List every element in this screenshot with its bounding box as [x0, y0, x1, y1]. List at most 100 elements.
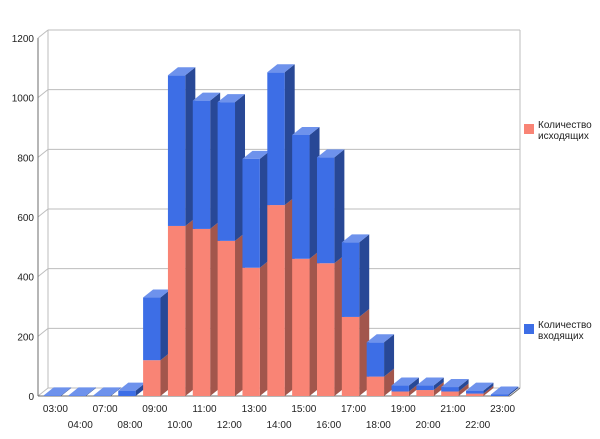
- legend-item-incoming: Количество входящих: [524, 320, 600, 344]
- bar-outgoing: [316, 263, 335, 396]
- x-tick-label: 16:00: [316, 420, 341, 431]
- y-tick-label: 800: [17, 153, 34, 164]
- bar-top: [316, 149, 345, 158]
- bar-top: [192, 92, 221, 101]
- gridline-depth: [37, 387, 49, 397]
- bar-incoming: [43, 395, 62, 396]
- legend-label-outgoing-line1: Количество: [538, 120, 592, 131]
- bar-incoming: [490, 394, 509, 396]
- gridline-depth: [37, 148, 49, 158]
- x-tick-label: 18:00: [366, 420, 391, 431]
- y-tick-label: 400: [17, 273, 34, 284]
- bar-incoming: [441, 387, 459, 392]
- gridline-depth: [37, 327, 49, 337]
- bar-outgoing: [466, 393, 484, 396]
- x-tick-label: 04:00: [68, 420, 93, 431]
- bar-top: [68, 387, 96, 396]
- legend-label-incoming-line1: Количество: [538, 320, 592, 331]
- x-tick-label: 14:00: [266, 420, 291, 431]
- bar-top: [292, 126, 320, 135]
- bar-incoming-side: [85, 387, 96, 396]
- bar-incoming: [118, 390, 136, 396]
- bar-incoming-side: [508, 386, 519, 396]
- bar-incoming-side: [433, 377, 444, 391]
- y-tick-label: 0: [28, 392, 34, 403]
- x-tick-label: 17:00: [341, 404, 366, 415]
- bar-incoming-side: [61, 387, 72, 396]
- bar-outgoing: [416, 390, 434, 396]
- bar-outgoing-side: [433, 382, 444, 396]
- bar-incoming-side: [334, 149, 345, 264]
- x-tick-label: 20:00: [416, 420, 441, 431]
- y-tick-label: 1000: [12, 94, 35, 105]
- x-tick-label: 19:00: [391, 404, 416, 415]
- bar-incoming: [466, 390, 484, 394]
- bar-top: [490, 386, 519, 395]
- bar-outgoing-side: [458, 383, 469, 396]
- bar-outgoing: [143, 360, 161, 396]
- bar-incoming: [267, 72, 285, 206]
- bar-incoming: [416, 385, 434, 391]
- bar-top: [167, 67, 196, 76]
- bar-incoming: [93, 395, 111, 396]
- bars: [43, 64, 519, 396]
- bar-incoming: [167, 75, 186, 226]
- bar-outgoing: [192, 228, 211, 396]
- bar-top: [267, 64, 295, 73]
- gridline-depth: [37, 89, 49, 99]
- bar-incoming: [68, 395, 86, 396]
- bar-outgoing: [391, 391, 409, 396]
- y-tick-label: 200: [17, 332, 34, 343]
- x-tick-label: 12:00: [217, 420, 242, 431]
- bar-outgoing: [366, 376, 385, 396]
- bar-outgoing: [341, 316, 360, 396]
- bar-outgoing-side: [483, 385, 494, 396]
- x-tick-label: 23:00: [490, 404, 515, 415]
- x-tick-label: 22:00: [465, 420, 490, 431]
- bar-outgoing: [167, 225, 186, 396]
- bar-top: [466, 382, 494, 391]
- bar-top: [441, 379, 469, 388]
- gridline-depth: [37, 29, 49, 39]
- bar-top: [416, 377, 444, 386]
- legend-label-incoming-line2: входящих: [538, 331, 584, 342]
- bar-incoming: [341, 242, 360, 317]
- bar-incoming-side: [359, 234, 370, 317]
- x-tick-label: 08:00: [117, 420, 142, 431]
- bar-top: [341, 234, 370, 243]
- bar-outgoing: [292, 258, 310, 396]
- bar-incoming: [217, 102, 236, 241]
- bar-incoming: [316, 157, 335, 264]
- bar-top: [93, 387, 121, 396]
- x-axis-depth: [509, 387, 521, 397]
- bar-top: [118, 382, 146, 391]
- x-tick-label: 07:00: [93, 404, 118, 415]
- x-tick-label: 09:00: [142, 404, 167, 415]
- x-tick-label: 11:00: [192, 404, 217, 415]
- bar-incoming: [292, 134, 310, 259]
- bar-top: [143, 289, 171, 298]
- bar-top: [242, 150, 270, 159]
- legend-label-outgoing-line2: исходящих: [538, 131, 589, 142]
- bar-outgoing: [217, 240, 236, 396]
- bar-incoming-side: [483, 382, 494, 394]
- x-tick-label: 15:00: [291, 404, 316, 415]
- x-tick-label: 03:00: [43, 404, 68, 415]
- bar-outgoing: [267, 205, 285, 396]
- bar-outgoing: [242, 267, 260, 396]
- legend-item-outgoing: Количество исходящих: [524, 120, 600, 144]
- y-tick-label: 1200: [12, 34, 35, 45]
- bar-incoming: [391, 385, 409, 392]
- gridline-depth: [37, 268, 49, 278]
- legend-swatch-outgoing: [524, 124, 534, 134]
- bar-incoming: [143, 297, 161, 361]
- x-tick-label: 13:00: [242, 404, 267, 415]
- bar-top: [217, 94, 246, 103]
- bar-incoming-side: [110, 387, 121, 396]
- y-tick-labels: 0 200 400 600 800 1000 1200: [12, 34, 35, 403]
- x-tick-label: 10:00: [167, 420, 192, 431]
- bar-outgoing: [441, 391, 459, 396]
- bar-top: [43, 387, 72, 396]
